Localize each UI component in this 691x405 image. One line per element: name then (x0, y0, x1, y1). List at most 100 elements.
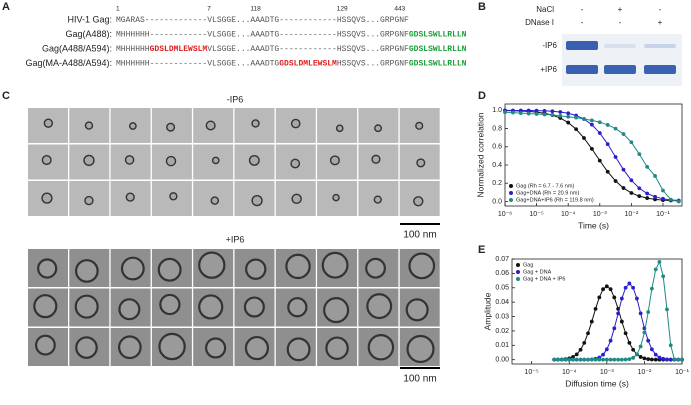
sequence-segment: GDSLSWLLRLLN (409, 31, 467, 40)
data-point (601, 352, 605, 357)
data-point (668, 343, 673, 348)
data-point (605, 169, 610, 174)
particle (205, 120, 216, 131)
y-tick-label: 0.0 (492, 198, 502, 205)
data-point (559, 357, 564, 362)
particle (366, 293, 393, 320)
sequence-segment: GDSLDMLEWSLM (150, 45, 208, 54)
sequence-segment: VLSGGE...AAADTG------------HSSQVS...GRPG… (207, 45, 409, 54)
data-point (649, 286, 654, 291)
data-point (558, 110, 563, 114)
construct-label: Gag(MA-A488/A594): (25, 58, 112, 68)
sequence: MHHHHHHGDSLDMLEWSLMVLSGGE...AAADTG------… (116, 45, 467, 54)
data-point (574, 352, 579, 357)
data-point (638, 355, 643, 359)
data-point (623, 357, 628, 362)
condition-label: DNase I (525, 18, 554, 27)
data-point (574, 357, 579, 362)
particle (291, 193, 302, 205)
data-point (566, 114, 571, 119)
particle (285, 253, 311, 280)
particle (335, 124, 344, 133)
data-point (623, 285, 628, 290)
data-point (578, 347, 583, 352)
x-tick-label: 10⁻⁵ (529, 211, 543, 218)
data-point (619, 319, 624, 324)
particle (118, 335, 142, 360)
x-axis-label: Diffusion time (s) (565, 378, 629, 388)
data-point (645, 196, 650, 200)
particle (325, 336, 349, 360)
group-label: -IP6 (227, 94, 244, 104)
residue-number: 1 (116, 6, 120, 13)
particle (373, 195, 382, 204)
data-point (582, 136, 586, 140)
data-point (558, 113, 563, 118)
data-point (631, 285, 636, 290)
particle (323, 297, 350, 324)
data-point (597, 158, 602, 163)
data-point (631, 355, 636, 360)
data-point (661, 274, 666, 279)
data-point (676, 199, 681, 204)
condition-sign: - (659, 5, 662, 14)
data-point (613, 155, 618, 159)
y-axis-label: Amplitude (482, 292, 492, 330)
data-point (605, 142, 610, 147)
particle (290, 158, 301, 169)
data-point (619, 357, 624, 362)
particle (413, 196, 424, 207)
condition-sign: - (619, 18, 622, 27)
data-point (631, 347, 636, 352)
data-point (526, 108, 531, 113)
y-tick-label: 0.4 (492, 162, 502, 169)
particle (74, 259, 99, 283)
condition-sign: - (581, 18, 584, 27)
gel-row-label: -IP6 (542, 41, 557, 50)
particle (34, 334, 56, 356)
legend-marker (509, 198, 513, 202)
data-point (621, 186, 626, 190)
particle (286, 337, 311, 362)
data-point (578, 357, 583, 362)
data-point (616, 311, 621, 316)
data-point (593, 357, 598, 362)
data-point (642, 330, 647, 335)
legend-label: Gag+DNA (Rh = 20.9 nm) (516, 190, 579, 196)
particle (83, 154, 95, 167)
particle (84, 195, 94, 206)
panel-label: A (2, 1, 10, 13)
data-point (518, 111, 523, 116)
data-point (612, 357, 617, 362)
legend-marker (509, 184, 513, 188)
particle (321, 251, 349, 279)
particle (166, 122, 176, 132)
data-point (634, 352, 639, 357)
data-point (638, 344, 643, 349)
particle (124, 155, 135, 165)
data-point (601, 287, 605, 292)
particle (205, 337, 227, 359)
data-point (563, 357, 568, 362)
particle (243, 296, 265, 318)
y-tick-label: 0.00 (495, 357, 509, 364)
particle (198, 251, 226, 279)
data-point (661, 188, 665, 193)
data-point (653, 194, 657, 199)
x-tick-label: 10⁻² (624, 211, 638, 218)
data-point (589, 319, 594, 324)
particle (365, 257, 386, 279)
data-point (589, 146, 594, 151)
data-point (567, 357, 572, 362)
group-label: +IP6 (226, 234, 245, 244)
x-tick-label: 10⁻⁴ (561, 211, 576, 218)
data-point (653, 267, 658, 272)
particle (74, 294, 99, 319)
legend-label: Gag (Rh = 6.7 - 7.6 nm) (516, 183, 574, 189)
particle (84, 121, 94, 130)
legend-marker (516, 270, 520, 274)
data-point (552, 357, 557, 362)
data-point (612, 326, 617, 331)
particle (198, 294, 224, 320)
data-point (582, 357, 587, 362)
